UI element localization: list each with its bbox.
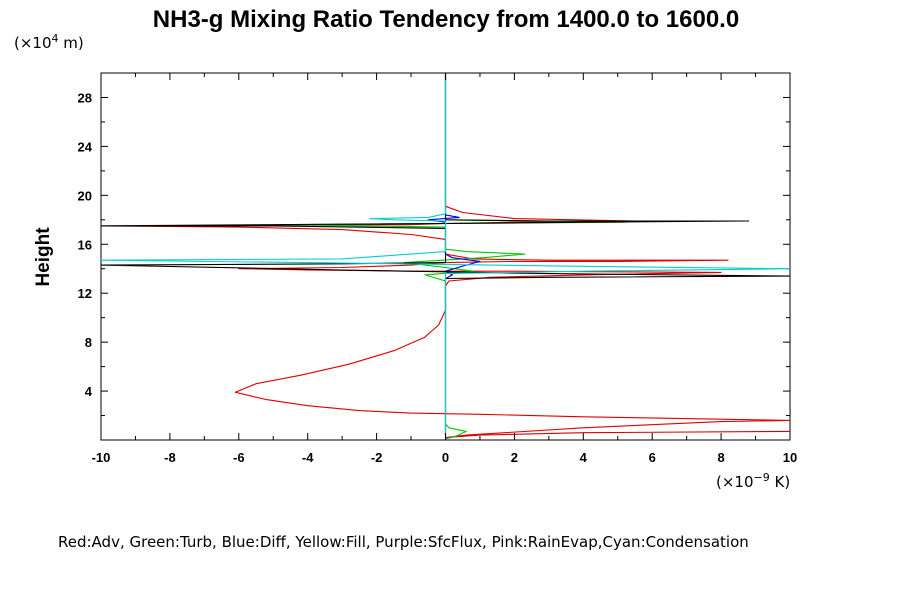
x-tick-label: -2 (371, 450, 383, 465)
x-tick-label: 4 (580, 450, 588, 465)
y-tick-label: 28 (78, 90, 92, 105)
y-tick-label: 20 (78, 188, 92, 203)
series-line-turb (279, 73, 626, 440)
x-tick-label: 10 (783, 450, 797, 465)
y-unit-label: (×104 m) (14, 32, 84, 52)
y-tick-label: 8 (85, 335, 92, 350)
chart-title: NH3-g Mixing Ratio Tendency from 1400.0 … (153, 6, 739, 33)
x-tick-label: -6 (233, 450, 245, 465)
y-tick-label: 4 (85, 384, 93, 399)
legend-text: Red:Adv, Green:Turb, Blue:Diff, Yellow:F… (58, 533, 749, 551)
x-tick-label: 0 (442, 450, 449, 465)
series-line-condensation (101, 73, 790, 440)
y-axis-label: Height (33, 227, 54, 287)
series-layer (101, 73, 790, 440)
x-tick-label: 6 (649, 450, 656, 465)
x-tick-label: 8 (717, 450, 724, 465)
y-tick-label: 16 (78, 237, 92, 252)
x-tick-label: -8 (164, 450, 176, 465)
x-tick-label: -4 (302, 450, 314, 465)
y-tick-label: 12 (78, 286, 92, 301)
x-unit-label: (×10−9 K) (716, 471, 790, 491)
x-tick-label: -10 (92, 450, 111, 465)
y-axis: 4 8 12 16 20 24 28 (78, 90, 790, 399)
series-line-diff (427, 73, 481, 434)
y-tick-label: 24 (78, 139, 93, 154)
x-axis: -10 -8 -6 -4 -2 0 2 4 6 8 10 (92, 73, 797, 465)
x-tick-label: 2 (511, 450, 518, 465)
